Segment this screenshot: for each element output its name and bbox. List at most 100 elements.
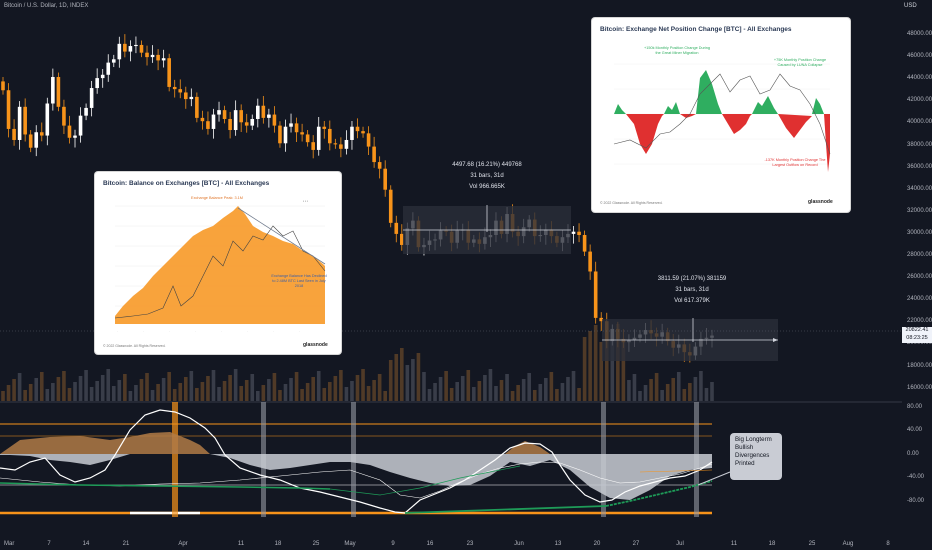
price-tick: 48000.00 (907, 31, 932, 37)
volume-bar (483, 375, 487, 401)
candle (366, 133, 371, 147)
price-tick: 30000.00 (907, 229, 932, 236)
candle (23, 106, 27, 135)
volume-bar (305, 383, 310, 401)
time-tick: 13 (554, 541, 562, 547)
time-tick: 8 (886, 541, 890, 547)
volume-bar (632, 374, 637, 401)
time-tick: 11 (237, 541, 245, 547)
candle (339, 144, 343, 149)
volume-bar (621, 341, 626, 401)
candle (206, 121, 210, 129)
candle (571, 231, 576, 234)
candle (183, 92, 188, 100)
volume-bar (167, 372, 171, 401)
oscillator-tick: 0.00 (907, 451, 919, 457)
svg-text:·: · (247, 329, 248, 333)
svg-text:▪ ▪ ▪: ▪ ▪ ▪ (303, 199, 308, 203)
candle (294, 123, 299, 133)
volume-bar (560, 383, 565, 401)
candle (6, 90, 11, 129)
net-position-change-card[interactable]: Bitcoin: Exchange Net Position Change [B… (592, 18, 850, 212)
candle (283, 126, 288, 144)
volume-bar (195, 388, 199, 401)
range-change: 3811.59 (21.07%) 381159 (657, 276, 727, 282)
candle (322, 126, 327, 129)
candle (267, 114, 271, 118)
candle (150, 54, 155, 58)
candle (316, 126, 321, 150)
volume-bar (278, 390, 282, 401)
price-tick: 36000.00 (907, 163, 932, 170)
candle (1, 81, 5, 91)
volume-bar (643, 385, 648, 401)
volume-bar (1, 391, 5, 401)
balance-on-exchanges-card[interactable]: Bitcoin: Balance on Exchanges [BTC] - Al… (95, 172, 341, 354)
volume-bar (571, 371, 576, 401)
range-stats-2: 3811.59 (21.07%) 381159 31 bars, 31d Vol… (632, 274, 752, 307)
volume-bar (555, 389, 559, 401)
bar-countdown: 08:23:25 (906, 334, 928, 341)
volume-bar (604, 336, 609, 401)
volume-bar (616, 324, 620, 401)
volume-bar (405, 365, 410, 401)
volume-bar (350, 381, 354, 401)
time-tick: Mar (4, 541, 15, 547)
volume-bar (383, 391, 387, 401)
volume-bar (100, 375, 105, 401)
price-tick: 44000.00 (907, 75, 932, 82)
volume-bar (544, 378, 548, 401)
volume-bar (244, 380, 249, 401)
volume-bar (300, 389, 304, 401)
volume-bar (123, 374, 127, 401)
candle (593, 271, 598, 318)
candle (95, 78, 99, 89)
volume-bar (34, 378, 39, 401)
candle (45, 103, 50, 136)
volume-bar (627, 380, 631, 401)
volume-bar (283, 384, 288, 401)
volume-bars (1, 324, 714, 401)
candle (372, 146, 376, 163)
volume-bar (505, 374, 509, 401)
price-tick: 32000.00 (907, 207, 932, 214)
volume-bar (84, 370, 88, 401)
volume-bar (549, 372, 554, 401)
volume-bar (400, 348, 404, 401)
candle (17, 106, 22, 140)
volume-bar (150, 390, 155, 401)
candle (73, 135, 77, 138)
volume-bar (217, 387, 221, 401)
volume-bar (521, 379, 526, 401)
volume-bar (39, 372, 44, 401)
volume-bar (676, 372, 681, 401)
time-tick: 23 (466, 541, 474, 547)
volume-bar (466, 370, 471, 401)
price-tick: 40000.00 (907, 119, 932, 126)
volume-bar (588, 331, 592, 401)
candle (300, 132, 304, 135)
volume-bar (289, 378, 293, 401)
volume-bar (45, 389, 50, 401)
volume-bar (355, 375, 360, 401)
volume-bar (682, 389, 687, 401)
volume-bar (665, 384, 670, 401)
price-tick: 38000.00 (907, 141, 932, 148)
time-tick: Jul (676, 541, 684, 547)
volume-bar (233, 369, 238, 401)
volume-bar (494, 386, 498, 401)
candle (200, 117, 205, 122)
candle (222, 110, 227, 119)
time-tick: Aug (842, 541, 854, 547)
volume-bar (183, 377, 188, 401)
candle (394, 222, 399, 234)
volume-bar (172, 389, 177, 401)
time-tick: 25 (808, 541, 816, 547)
divergence-line-1 (404, 505, 607, 514)
range-change: 4497.68 (16.21%) 449768 (452, 162, 522, 168)
candle (228, 118, 232, 131)
candle (311, 142, 315, 150)
svg-text:·: · (273, 329, 274, 333)
volume-bar (239, 386, 243, 401)
